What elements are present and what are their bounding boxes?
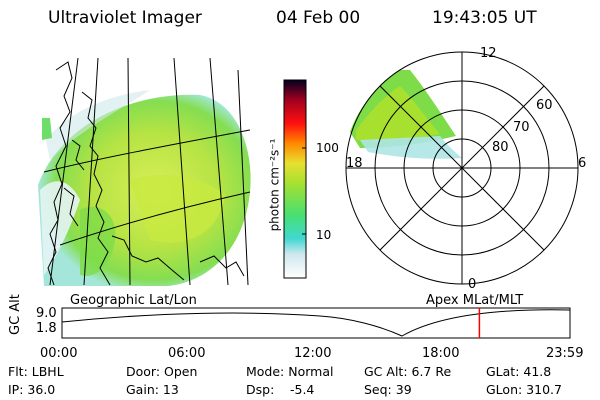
colorbar-tick-10: 10 [316,228,332,242]
door-param: Door: Open [126,364,198,379]
mlt-label-12: 12 [480,46,497,61]
mlt-label-18: 18 [346,156,363,171]
lat-label-80: 80 [492,140,509,155]
timeline-left-label: Geographic Lat/Lon [70,293,197,308]
time-label: 19:43:05 UT [432,8,537,28]
polar-grid [345,51,579,285]
alt-tick-high: 9.0 [36,306,57,321]
time-tick-1800: 18:00 [422,346,460,361]
dsp-param-value: -5.4 [290,382,315,397]
lat-label-70: 70 [513,120,530,135]
time-tick-0600: 06:00 [168,346,206,361]
time-tick-1200: 12:00 [294,346,332,361]
glat-param: GLat: 41.8 [486,364,552,379]
instrument-title: Ultraviolet Imager [48,8,202,28]
alt-tick-low: 1.8 [36,321,57,336]
filter-param: Flt: LBHL [8,364,64,379]
seq-param: Seq: 39 [364,382,412,397]
colorbar-tick-100: 100 [316,141,339,155]
timeline-right-label: Apex MLat/MLT [426,293,524,308]
gain-param: Gain: 13 [126,382,179,397]
ip-param: IP: 36.0 [8,382,56,397]
time-tick-2359: 23:59 [546,346,584,361]
mlt-label-0: 0 [468,277,477,292]
orbit-altitude-curve [61,309,571,337]
mode-param: Mode: Normal [246,364,334,379]
time-tick-0000: 00:00 [40,346,78,361]
dsp-param-label: Dsp: [246,382,275,397]
lat-label-60: 60 [536,98,553,113]
coastlines [47,61,245,286]
gc-alt-param: GC Alt: 6.7 Re [364,364,452,379]
date-label: 04 Feb 00 [276,8,361,28]
glon-param: GLon: 310.7 [486,382,562,397]
mlt-label-6: 6 [578,156,587,171]
colorbar [283,79,307,279]
